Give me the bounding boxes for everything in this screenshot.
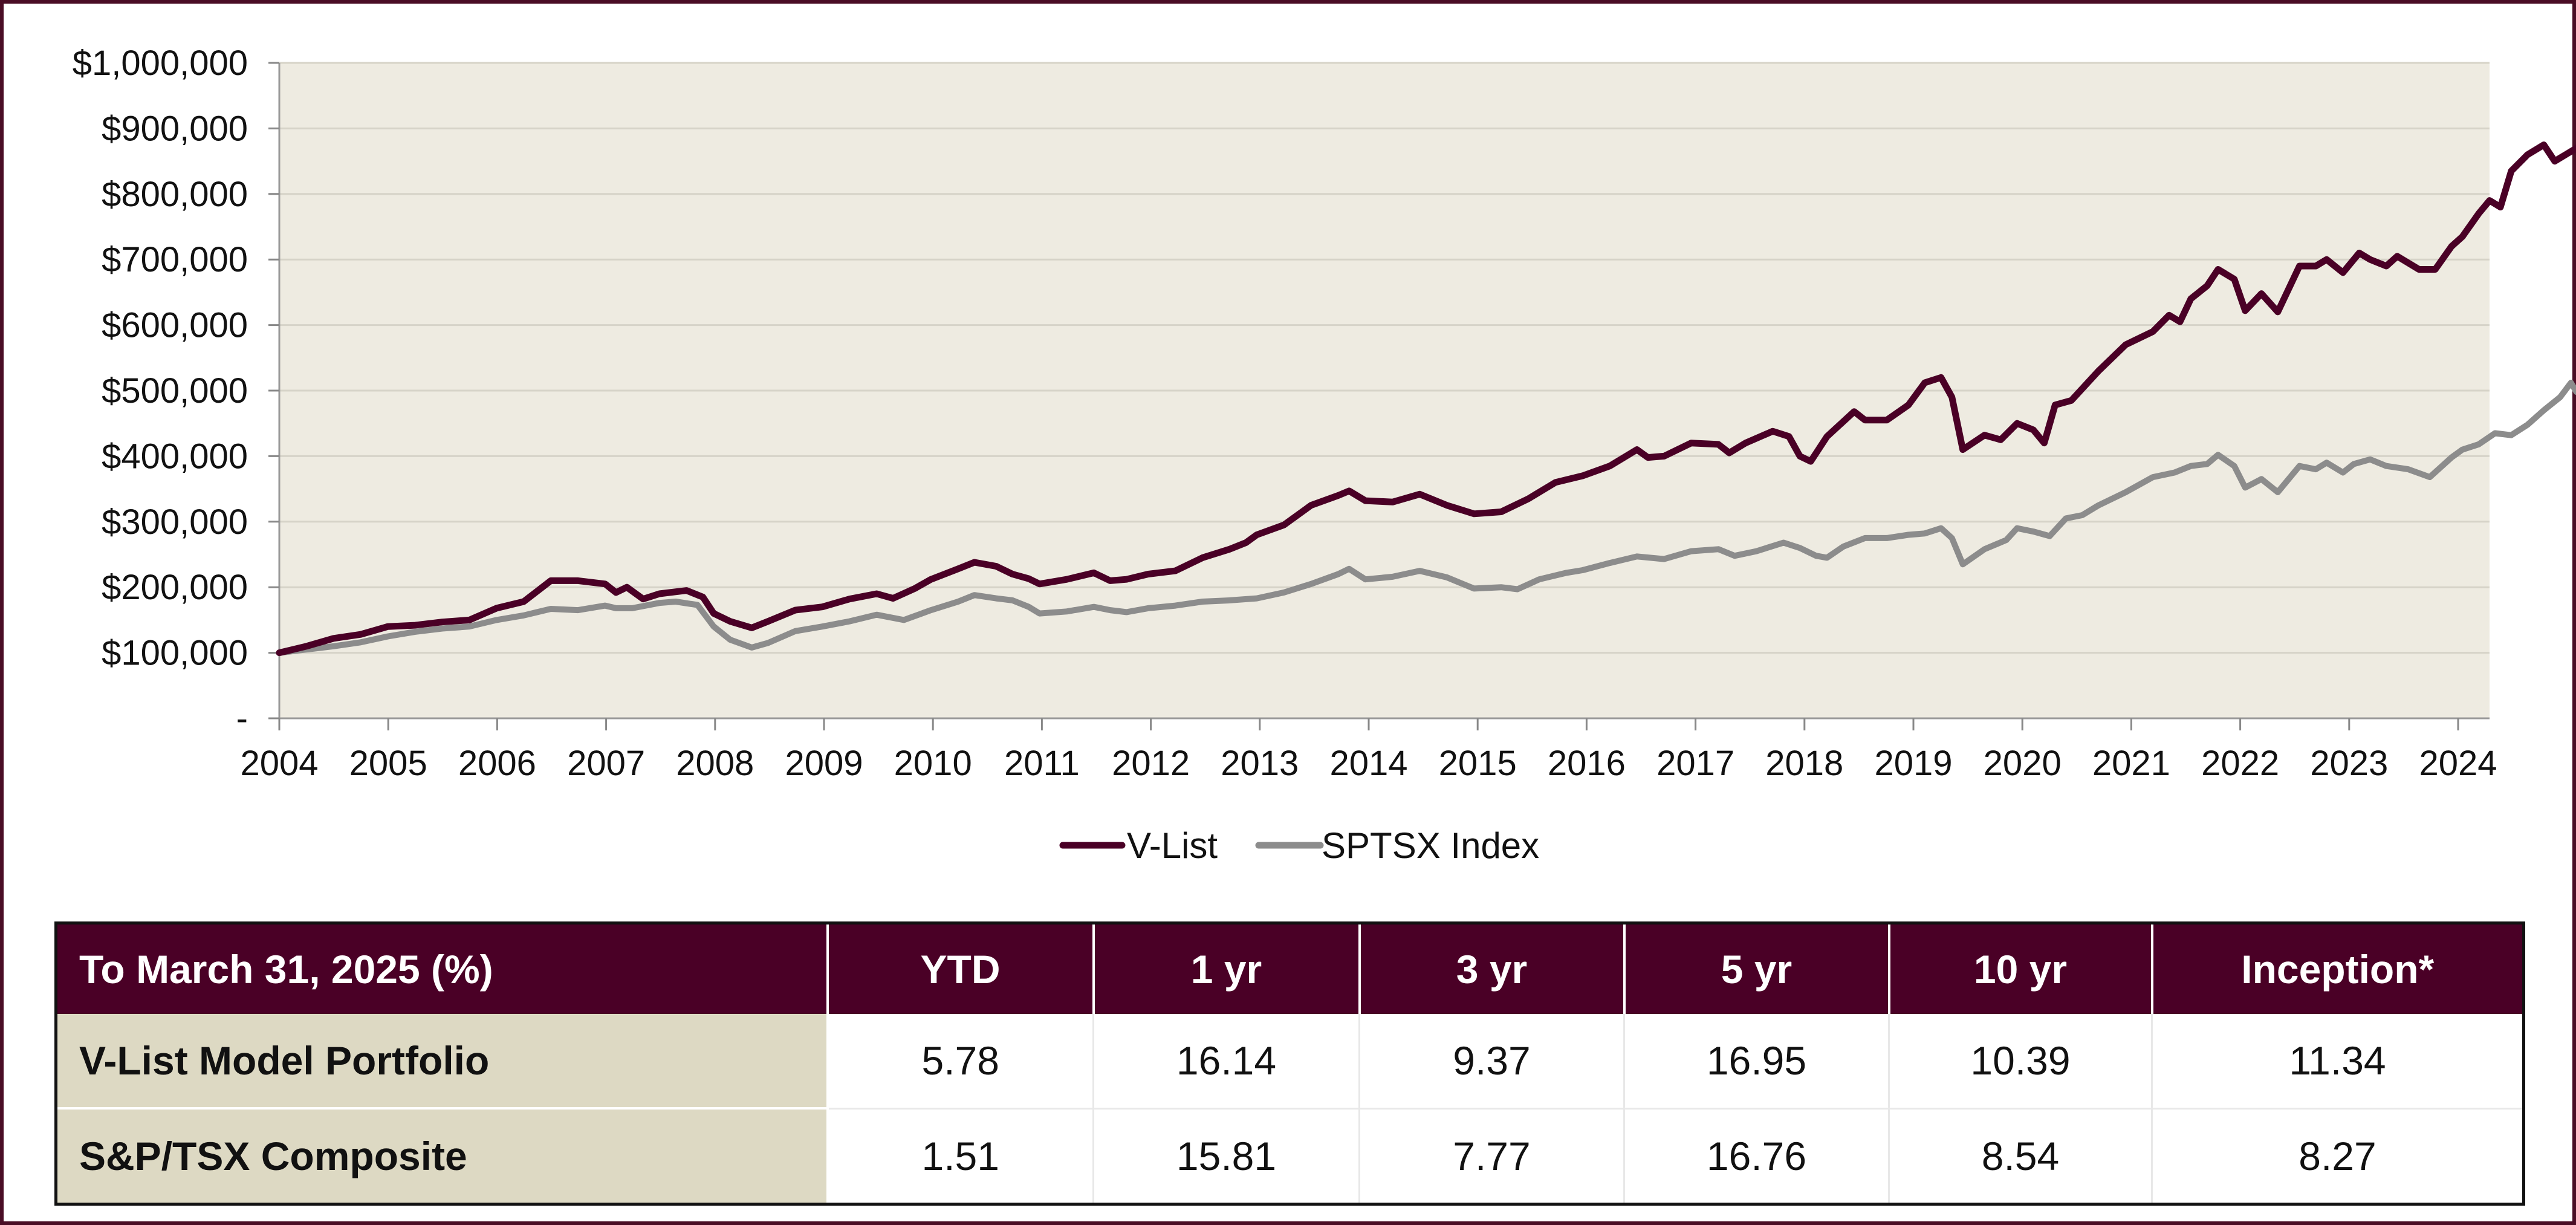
cell-inception: 11.34 [2152,1014,2524,1110]
y-tick-label: $900,000 [102,109,248,148]
y-tick-label: $500,000 [102,371,248,411]
x-tick-label: 2006 [458,744,536,783]
x-tick-label: 2024 [2419,744,2497,783]
x-tick-label: 2015 [1439,744,1517,783]
x-tick-label: 2005 [349,744,427,783]
table-header-ytd: YTD [827,923,1095,1014]
y-tick-label: $200,000 [102,568,248,607]
series-lines [276,141,2576,657]
x-tick-label: 2013 [1221,744,1299,783]
x-tick-label: 2023 [2310,744,2388,783]
x-tick-label: 2010 [894,744,972,783]
performance-table: To March 31, 2025 (%) YTD 1 yr 3 yr 5 yr… [54,921,2525,1206]
y-tick-label: - [236,699,248,738]
x-tick-label: 2004 [240,744,318,783]
y-tick-label: $100,000 [102,634,248,673]
cell-3yr: 7.77 [1359,1108,1625,1204]
legend-v-list-label: V-List [1127,825,1218,866]
x-tick-label: 2018 [1765,744,1843,783]
table-header-period: To March 31, 2025 (%) [56,923,829,1014]
table-row: S&P/TSX Composite 1.51 15.81 7.77 16.76 … [56,1108,2524,1204]
x-tick-label: 2020 [1984,744,2062,783]
series-line-sptsx [276,380,2576,656]
cell-5yr: 16.76 [1624,1108,1890,1204]
x-tick-label: 2007 [567,744,645,783]
table-header-10yr: 10 yr [1889,923,2153,1014]
cell-ytd: 5.78 [827,1014,1094,1110]
y-tick-label: $700,000 [102,240,248,279]
y-tick-label: $400,000 [102,437,248,476]
x-tick-label: 2009 [785,744,863,783]
table-header-row: To March 31, 2025 (%) YTD 1 yr 3 yr 5 yr… [56,923,2524,1014]
cell-10yr: 10.39 [1889,1014,2153,1110]
table-header-3yr: 3 yr [1359,923,1626,1014]
cell-ytd: 1.51 [827,1108,1094,1204]
x-tick-label: 2017 [1656,744,1734,783]
legend-sptsx-label: SPTSX Index [1322,825,1539,866]
legend: V-List SPTSX Index [1059,825,1539,866]
x-tick-label: 2022 [2201,744,2279,783]
series-line-v-list [276,141,2576,657]
y-tick-label: $600,000 [102,306,248,345]
x-tick-label: 2012 [1112,744,1190,783]
cell-1yr: 16.14 [1093,1014,1360,1110]
table-row: V-List Model Portfolio 5.78 16.14 9.37 1… [56,1014,2524,1110]
table-header-inception: Inception* [2152,923,2524,1014]
cell-1yr: 15.81 [1093,1108,1360,1204]
gridlines [279,62,2490,654]
x-tick-label: 2019 [1874,744,1952,783]
x-tick-label: 2008 [676,744,754,783]
cell-inception: 8.27 [2152,1108,2524,1204]
cell-3yr: 9.37 [1359,1014,1625,1110]
y-tick-label: $300,000 [102,502,248,542]
y-axis-tick-labels: - $100,000 $200,000 $300,000 $400,000 $500,00… [73,44,279,738]
x-tick-label: 2014 [1329,744,1407,783]
x-axis-tick-labels: 2004 2005 2006 2007 2008 2009 2010 2011 2012 2013… [240,718,2497,783]
row-label-sptsx: S&P/TSX Composite [56,1108,829,1204]
x-tick-label: 2021 [2092,744,2170,783]
x-tick-label: 2011 [1004,744,1080,783]
x-tick-label: 2016 [1548,744,1626,783]
y-tick-label: $1,000,000 [73,44,248,83]
row-label-vlist: V-List Model Portfolio [56,1014,829,1110]
cell-5yr: 16.95 [1624,1014,1890,1110]
table-header-1yr: 1 yr [1093,923,1361,1014]
performance-chart: - $100,000 $200,000 $300,000 $400,000 $500,00… [73,44,2576,866]
cell-10yr: 8.54 [1889,1108,2153,1204]
y-tick-label: $800,000 [102,175,248,214]
table-header-5yr: 5 yr [1624,923,1890,1014]
